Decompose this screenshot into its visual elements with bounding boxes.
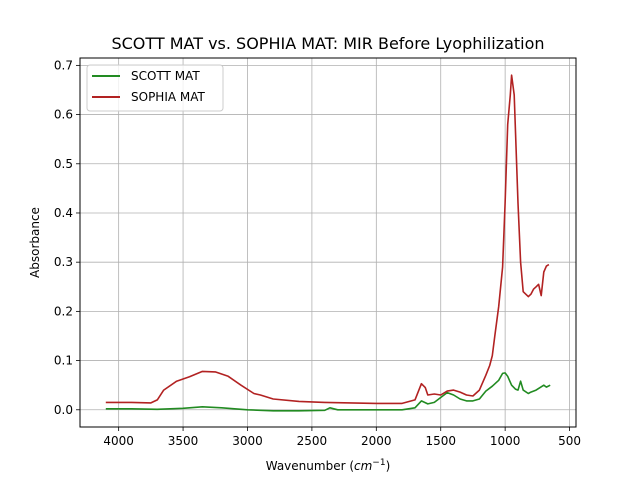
- y-tick-label: 0.2: [54, 304, 73, 318]
- legend-frame: [86, 64, 224, 112]
- y-tick-label: 0.6: [54, 108, 73, 122]
- x-tick-label: 3500: [168, 434, 199, 448]
- series-line-scott-mat: [105, 372, 551, 412]
- y-tick-label: 0.5: [54, 157, 73, 171]
- y-tick-label: 0.3: [54, 255, 73, 269]
- legend-label-scott-mat: SCOTT MAT: [131, 69, 200, 83]
- x-tick-label: 2000: [361, 434, 392, 448]
- y-tick-label: 0.7: [54, 58, 73, 72]
- x-tick-label: 4000: [103, 434, 134, 448]
- x-tick-label: 500: [558, 434, 581, 448]
- legend-label-sophia-mat: SOPHIA MAT: [131, 90, 206, 104]
- y-tick-label: 0.4: [54, 206, 73, 220]
- x-tick-label: 1500: [425, 434, 456, 448]
- x-tick-label: 3000: [232, 434, 263, 448]
- y-tick-label: 0.0: [54, 403, 73, 417]
- grid-lines: [80, 58, 576, 427]
- series-lines: [105, 74, 551, 412]
- x-axis-label: Wavenumber (cm−1): [266, 458, 391, 473]
- legend: SCOTT MAT SOPHIA MAT: [86, 64, 224, 112]
- chart-title: SCOTT MAT vs. SOPHIA MAT: MIR Before Lyo…: [111, 34, 544, 53]
- y-axis-label: Absorbance: [28, 207, 42, 278]
- x-tick-label: 1000: [490, 434, 521, 448]
- series-line-sophia-mat: [105, 74, 550, 405]
- plot-frame: [79, 57, 577, 428]
- x-tick-label: 2500: [297, 434, 328, 448]
- y-tick-label: 0.1: [54, 354, 73, 368]
- axis-ticks: 4000 3500 3000 2500 2000 1500 1000 500 0.0 0.1 0.2…: [54, 58, 581, 448]
